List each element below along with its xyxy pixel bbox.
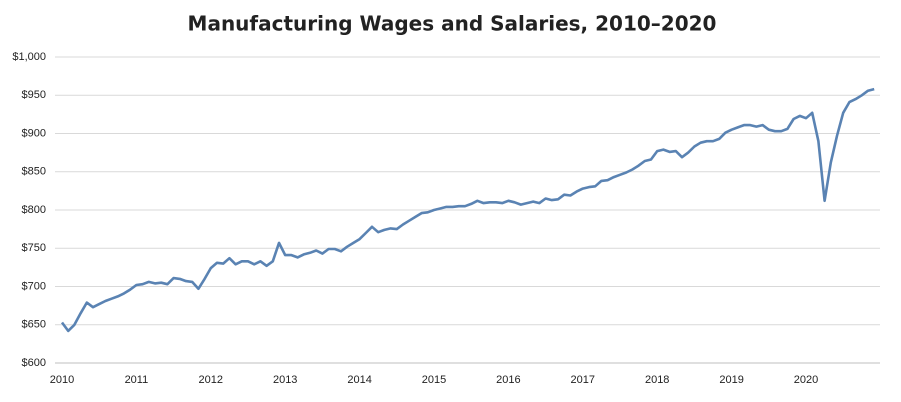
- x-tick-label: 2017: [571, 374, 595, 386]
- x-tick-label: 2011: [125, 374, 149, 386]
- x-tick-label: 2018: [645, 374, 669, 386]
- line: [60, 87, 875, 333]
- y-tick-label: $750: [22, 242, 46, 254]
- y-tick-label: $600: [22, 357, 46, 369]
- chart-title: Manufacturing Wages and Salaries, 2010–2…: [188, 12, 717, 36]
- x-tick-label: 2013: [273, 374, 297, 386]
- y-tick-label: $900: [22, 127, 46, 139]
- y-tick-label: $850: [22, 166, 46, 178]
- x-tick-label: 2016: [496, 374, 520, 386]
- y-tick-label: $1,000: [12, 51, 46, 63]
- x-tick-label: 2020: [794, 374, 818, 386]
- x-tick-label: 2014: [347, 374, 371, 386]
- x-tick-label: 2010: [50, 374, 74, 386]
- y-tick-label: $950: [22, 89, 46, 101]
- x-tick-label: 2012: [199, 374, 223, 386]
- x-tick-label: 2015: [422, 374, 446, 386]
- x-tick-label: 2019: [719, 374, 743, 386]
- y-tick-label: $800: [22, 204, 46, 216]
- y-tick-label: $650: [22, 319, 46, 331]
- y-tick-label: $700: [22, 280, 46, 292]
